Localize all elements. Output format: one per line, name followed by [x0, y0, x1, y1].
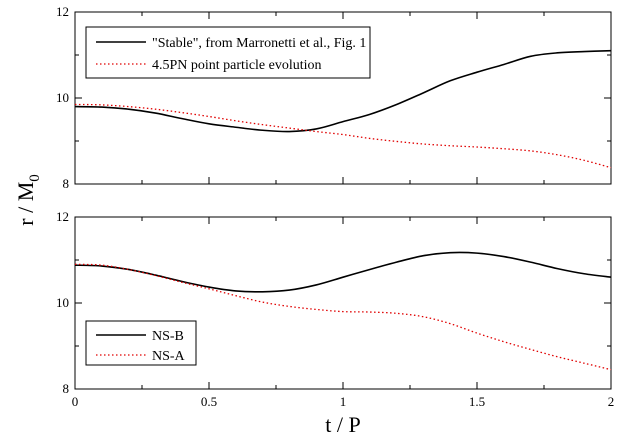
y-tick-label: 8 [63, 176, 70, 191]
bottom-legend: NS-B NS-A [85, 320, 197, 366]
bottom-panel: 0 0.5 1 1.5 2 8 10 12 NS-B NS-A [56, 209, 614, 409]
x-tick-label: 0 [72, 394, 79, 409]
y-tick-label: 10 [56, 90, 69, 105]
y-tick-label: 12 [56, 209, 69, 224]
series-line-2 [74, 103, 612, 169]
x-tick-label: 0.5 [201, 394, 217, 409]
x-axis-label: t / P [325, 412, 360, 437]
top-legend: "Stable", from Marronetti et al., Fig. 1… [85, 26, 371, 79]
x-tick-label: 1.5 [469, 394, 485, 409]
x-tick-label: 1 [340, 394, 347, 409]
legend-label: NS-B [152, 329, 184, 344]
top-panel-ticks: 8 10 12 [56, 4, 612, 191]
legend-label: NS-A [152, 349, 186, 364]
y-axis-label: r / M0 [13, 174, 43, 226]
y-axis-label-subscript: 0 [27, 174, 43, 182]
y-tick-label: 10 [56, 295, 69, 310]
y-tick-label: 12 [56, 4, 69, 19]
bottom-panel-ticks: 0 0.5 1 1.5 2 8 10 12 [56, 209, 614, 409]
legend-label: "Stable", from Marronetti et al., Fig. 1 [152, 36, 366, 51]
series-line-1 [74, 251, 612, 293]
series-line-1 [74, 49, 612, 133]
top-panel: 8 10 12 "Stable", from Marronetti et al., … [56, 4, 612, 191]
legend-label: 4.5PN point particle evolution [152, 58, 322, 73]
bottom-panel-series [74, 251, 612, 371]
top-panel-series [74, 49, 612, 169]
series-line-2 [74, 263, 612, 371]
y-axis-label-main: r / M [13, 182, 38, 226]
top-legend-box [85, 26, 371, 79]
x-tick-label: 2 [608, 394, 615, 409]
bottom-legend-box [85, 320, 197, 366]
y-tick-label: 8 [63, 381, 70, 396]
